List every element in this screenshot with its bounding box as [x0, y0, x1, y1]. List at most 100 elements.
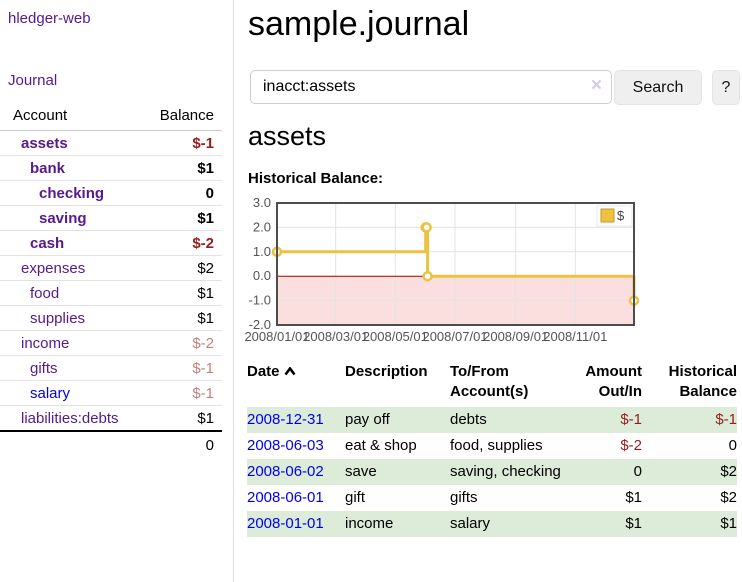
account-balance: $1 [140, 405, 222, 431]
account-row: salary $-1 [0, 380, 222, 406]
transaction-amount: $-2 [620, 437, 642, 454]
transaction-accounts: debts [450, 407, 565, 433]
account-balance: $1 [140, 305, 222, 331]
register-body: 2008-12-31 pay off debts $-1 $-1 2008-06-03 ea… [247, 407, 737, 537]
register-header-amount: Amount Out/In [585, 363, 642, 400]
register-header-balance: Historical Balance [668, 363, 737, 400]
transaction-amount: $1 [565, 511, 649, 537]
account-row: food $1 [0, 280, 222, 306]
x-tick-label: 2008/05/01 [363, 329, 428, 344]
account-balance: $1 [140, 205, 222, 231]
app-brand-link[interactable]: hledger-web [8, 10, 91, 27]
transaction-balance: $-1 [649, 407, 737, 433]
transaction-accounts: salary [450, 511, 565, 537]
register-table: Date Description To/From Account(s) Amou… [247, 360, 737, 537]
historical-balance-chart: 3.0 2.0 1.0 0.0 -1.0 -2.02008/01/012008/03/01… [244, 196, 640, 344]
accounts-body: assets $-1 bank $1 checking 0 saving $1 cash $-2 e… [0, 131, 222, 431]
accounts-header-account: Account [0, 104, 140, 131]
legend-label: $ [617, 208, 625, 223]
chart-heading: Historical Balance: [248, 170, 384, 187]
register-row: 2008-06-02 save saving, checking 0 $2 [247, 459, 737, 485]
sidebar-account-link[interactable]: salary [30, 385, 71, 402]
sidebar-account-link[interactable]: assets [21, 135, 68, 152]
transaction-balance: $2 [649, 459, 737, 485]
accounts-header-balance: Balance [140, 104, 222, 131]
account-balance: $1 [140, 280, 222, 306]
account-row: assets $-1 [0, 131, 222, 156]
data-point-marker [422, 270, 433, 282]
account-row: expenses $2 [0, 255, 222, 281]
chart-legend: $ [596, 205, 633, 227]
account-row: saving $1 [0, 205, 222, 231]
account-balance: $-2 [140, 230, 222, 256]
transaction-description: income [345, 511, 450, 537]
accounts-total-row: 0 [0, 430, 222, 457]
register-row: 2008-06-03 eat & shop food, supplies $-2 0 [247, 433, 737, 459]
search-input[interactable] [250, 70, 612, 104]
sidebar-account-link[interactable]: cash [30, 235, 65, 252]
y-tick-label: 2.0 [253, 219, 271, 234]
sidebar-account-link[interactable]: bank [30, 160, 66, 177]
search-form: × [250, 70, 612, 104]
accounts-table: Account Balance assets $-1 bank $1 checking 0… [0, 104, 222, 457]
account-section-heading: assets [248, 121, 327, 151]
transaction-date-link[interactable]: 2008-12-31 [247, 411, 324, 428]
account-balance: $-1 [192, 135, 214, 152]
y-tick-label: 0.0 [253, 268, 271, 283]
transaction-amount: 0 [565, 459, 649, 485]
legend-swatch [600, 208, 615, 223]
account-balance: $-1 [140, 355, 222, 381]
sidebar-account-link[interactable]: gifts [30, 360, 58, 377]
account-row: checking 0 [0, 180, 222, 206]
register-header-date[interactable]: Date [247, 360, 345, 407]
account-row: bank $1 [0, 155, 222, 181]
sidebar-account-link[interactable]: liabilities:debts [21, 410, 119, 427]
sidebar-account-link[interactable]: food [30, 285, 60, 302]
transaction-accounts: gifts [450, 489, 478, 506]
sidebar-account-link[interactable]: checking [39, 185, 105, 202]
register-header-accounts: To/From Account(s) [450, 363, 529, 400]
transaction-amount: $-1 [565, 407, 649, 433]
transaction-description: gift [345, 489, 366, 506]
transaction-accounts: saving, checking [450, 459, 565, 485]
sidebar-account-link[interactable]: saving [39, 210, 87, 227]
accounts-total-value: 0 [140, 430, 222, 457]
clear-search-icon[interactable]: × [590, 75, 602, 96]
account-balance: 0 [140, 180, 222, 206]
data-point-marker [421, 222, 432, 233]
register-row: 2008-06-01 gift gifts $1 $2 [247, 485, 737, 511]
register-header-row: Date Description To/From Account(s) Amou… [247, 360, 737, 407]
x-tick-label: 2008/07/01 [422, 329, 487, 344]
account-row: cash $-2 [0, 230, 222, 256]
x-tick-label: 2008/09/01 [483, 329, 548, 344]
sidebar-account-link[interactable]: expenses [21, 260, 86, 277]
sort-asc-icon [283, 367, 296, 376]
transaction-date-link[interactable]: 2008-06-01 [247, 489, 324, 506]
account-row: supplies $1 [0, 305, 222, 331]
transaction-date-link[interactable]: 2008-01-01 [247, 515, 324, 532]
accounts-header-row: Account Balance [0, 104, 222, 131]
transaction-date-link[interactable]: 2008-06-02 [247, 463, 324, 480]
page-title: sample.journal [248, 5, 470, 43]
transaction-balance: $1 [649, 511, 737, 537]
x-tick-label: 2008/01/01 [244, 329, 309, 344]
search-button[interactable]: Search [614, 70, 702, 105]
register-row: 2008-01-01 income salary $1 $1 [247, 511, 737, 537]
account-row: liabilities:debts $1 [0, 405, 222, 431]
transaction-balance: 0 [728, 437, 737, 454]
account-balance: $-1 [140, 380, 222, 406]
sidebar-account-link[interactable]: supplies [30, 310, 86, 327]
transaction-date-link[interactable]: 2008-06-03 [247, 437, 324, 454]
y-tick-label: 3.0 [253, 196, 271, 210]
transaction-amount: $1 [625, 489, 642, 506]
help-button[interactable]: ? [712, 70, 740, 105]
account-row: gifts $-1 [0, 355, 222, 381]
transaction-balance: $2 [720, 489, 737, 506]
account-row: income $-2 [0, 330, 222, 356]
account-balance: $-2 [140, 330, 222, 356]
y-tick-label: 1.0 [253, 244, 271, 259]
x-tick-label: 2008/03/01 [303, 329, 368, 344]
sidebar-account-link[interactable]: income [21, 335, 70, 352]
register-row: 2008-12-31 pay off debts $-1 $-1 [247, 407, 737, 433]
sidebar-item-journal[interactable]: Journal [8, 72, 58, 89]
